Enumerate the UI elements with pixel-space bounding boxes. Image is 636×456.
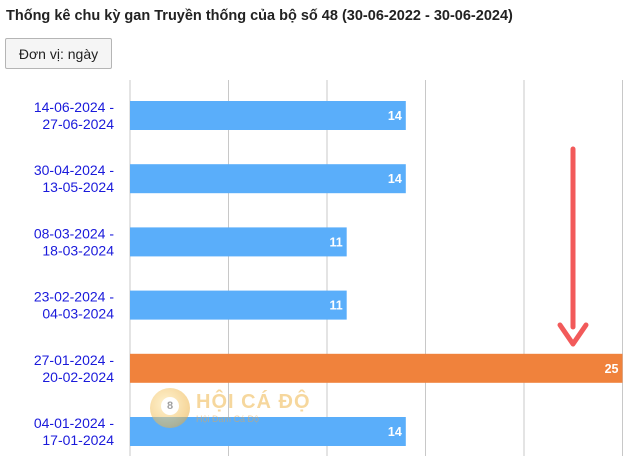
data-label: 11 [329,235,342,249]
data-label: 25 [605,362,619,376]
page-title: Thống kê chu kỳ gan Truyền thống của bộ … [6,8,513,24]
category-label: 23-02-2024 - [34,289,115,305]
category-label: 08-03-2024 - [34,225,115,241]
data-label: 11 [329,299,342,313]
data-label: 14 [388,172,402,186]
bar[interactable] [130,290,347,320]
category-label: 17-01-2024 [42,432,114,448]
bar[interactable] [130,227,347,257]
bar[interactable] [130,101,406,130]
category-label: 13-05-2024 [42,179,114,195]
category-label: 18-03-2024 [42,242,114,258]
logo-title: HỘI CÁ ĐỘ [196,391,311,413]
category-label: 30-04-2024 - [34,162,115,178]
data-label: 14 [388,425,402,439]
category-label: 04-03-2024 [42,306,114,322]
annotation-arrow-head [557,322,589,347]
billiard-ball-icon: 8 [150,388,190,428]
category-label: 14-06-2024 - [34,99,115,115]
category-label: 27-06-2024 [42,116,114,132]
category-label: 20-02-2024 [42,369,114,385]
data-label: 14 [388,109,402,123]
logo-subtitle: Hội Đam Cá Độ [196,414,260,424]
bar[interactable] [130,353,623,383]
category-label: 27-01-2024 - [34,352,115,368]
watermark-logo: 8 HỘI CÁ ĐỘ Hội Đam Cá Độ [150,388,311,428]
unit-button[interactable]: Đơn vị: ngày [5,38,112,69]
bar[interactable] [130,164,406,194]
category-label: 04-01-2024 - [34,415,115,431]
